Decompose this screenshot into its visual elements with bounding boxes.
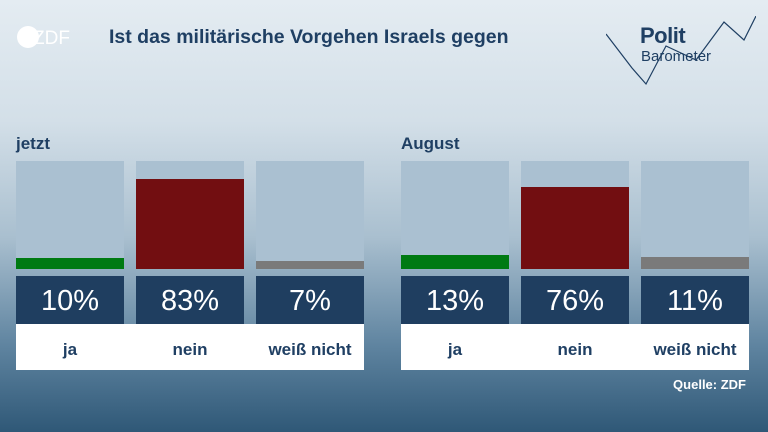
value-label-jetzt-weiss-nicht: 7% — [256, 276, 364, 324]
category-strip-jetzt — [16, 324, 364, 370]
bar-august-ja — [401, 254, 509, 269]
category-label-jetzt-weiss-nicht: weiß nicht — [268, 340, 352, 359]
bar-jetzt-weiss-nicht — [256, 261, 364, 269]
bar-bg-august-nein — [521, 161, 629, 269]
source-note: Quelle: ZDF — [673, 377, 746, 392]
bar-august-weiss-nicht — [641, 257, 749, 269]
svg-text:ZDF: ZDF — [33, 28, 70, 49]
bar-bg-jetzt-ja — [16, 161, 124, 269]
bar-bg-august-weiss-nicht — [641, 161, 749, 269]
brand-polit: Polit — [640, 23, 686, 48]
value-label-jetzt-ja: 10% — [16, 276, 124, 324]
politbarometer-logo-icon — [606, 16, 756, 86]
value-label-august-weiss-nicht: 11% — [641, 276, 749, 324]
group-label-jetzt: jetzt — [16, 134, 50, 153]
value-label-august-ja: 13% — [401, 276, 509, 324]
bar-bg-jetzt-weiss-nicht — [256, 161, 364, 269]
bar-bg-jetzt-nein — [136, 161, 244, 269]
group-label-august: August — [401, 134, 460, 153]
bar-jetzt-nein — [136, 179, 244, 269]
category-strip-august — [401, 324, 749, 370]
category-label-august-nein: nein — [557, 340, 593, 359]
page-title: Ist das militärische Vorgehen Israels ge… — [109, 26, 509, 48]
category-label-jetzt-nein: nein — [172, 340, 208, 359]
brand-barometer: Barometer — [641, 48, 712, 65]
bar-jetzt-ja — [16, 258, 124, 269]
value-label-jetzt-nein: 83% — [136, 276, 244, 324]
value-label-august-nein: 76% — [521, 276, 629, 324]
category-label-august-weiss-nicht: weiß nicht — [653, 340, 737, 359]
zdf-logo-icon: ZDF — [17, 26, 70, 49]
bar-august-nein — [521, 186, 629, 269]
bar-bg-august-ja — [401, 161, 509, 269]
category-label-jetzt-ja: ja — [62, 340, 78, 359]
category-label-august-ja: ja — [447, 340, 463, 359]
